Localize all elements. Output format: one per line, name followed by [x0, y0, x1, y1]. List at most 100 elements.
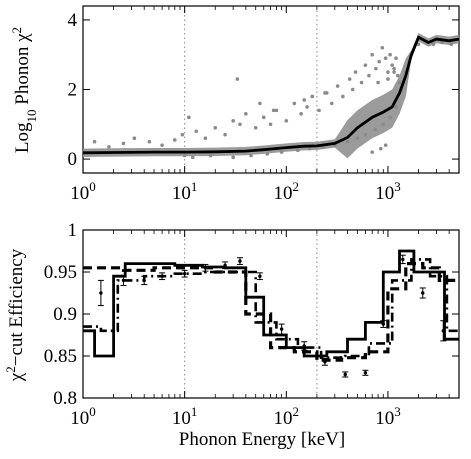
bot-xtick-label-3: 103 — [375, 404, 401, 429]
top-data-point — [440, 40, 444, 45]
top-data-point — [341, 94, 345, 99]
bottom-data-point — [323, 360, 327, 364]
bottom-data-point — [182, 271, 187, 276]
top-data-point — [261, 115, 266, 120]
top-trend-line — [82, 35, 460, 155]
top-xtick-label-1: 101 — [172, 179, 198, 204]
top-data-point — [296, 148, 300, 153]
top-data-point — [392, 66, 396, 71]
top-data-point — [317, 108, 321, 113]
top-data-point — [271, 108, 276, 113]
top-data-point — [305, 105, 309, 109]
top-data-point — [244, 112, 248, 116]
bottom-data-point — [343, 372, 347, 377]
top-data-point — [377, 59, 381, 64]
top-data-point — [335, 84, 340, 88]
bot-ytick-label-3: 0.95 — [44, 262, 77, 283]
top-data-point — [386, 77, 390, 81]
bot-xtick-label-0: 100 — [70, 404, 96, 429]
top-data-point — [203, 136, 208, 141]
top-data-point — [279, 150, 284, 154]
top-data-point — [253, 125, 258, 130]
bottom-reference-lines — [184, 230, 318, 398]
top-y-axis-title: Log10 Phonon χ2 — [9, 27, 39, 153]
top-data-point — [396, 73, 400, 78]
bot-ytick-label-1: 0.85 — [44, 346, 77, 367]
top-data-point — [394, 56, 398, 60]
top-data-point — [416, 42, 421, 47]
top-data-point — [370, 52, 375, 57]
top-data-point — [370, 150, 375, 154]
bottom-data-point — [223, 263, 227, 267]
top-data-point — [302, 98, 306, 102]
top-data-point — [359, 80, 364, 85]
top-data-point — [373, 127, 378, 132]
top-data-point — [265, 152, 270, 156]
top-data-point — [208, 153, 213, 158]
top-ytick-label-2: 4 — [68, 10, 78, 31]
bottom-series-lines — [83, 249, 459, 362]
top-data-point — [92, 139, 97, 144]
top-data-point — [390, 63, 394, 67]
top-data-point — [363, 132, 368, 137]
top-data-point — [380, 45, 385, 50]
top-xtick-label-2: 102 — [274, 179, 300, 204]
top-data-point — [431, 42, 436, 47]
bottom-solid-step-line — [83, 249, 459, 358]
top-data-point — [121, 141, 126, 146]
top-data-point — [107, 145, 111, 149]
top-data-point — [194, 129, 199, 134]
top-data-point — [397, 80, 402, 85]
top-xtick-label-0: 100 — [70, 179, 96, 204]
top-axis-ticks: 100 101 102 103 0 2 4 — [68, 6, 460, 204]
top-gray-band — [83, 33, 459, 159]
top-data-point — [268, 122, 273, 127]
top-ytick-label-0: 0 — [68, 149, 78, 170]
top-data-point — [378, 146, 383, 151]
top-data-point — [147, 139, 152, 144]
top-data-point — [258, 101, 262, 106]
bottom-data-point — [279, 327, 284, 331]
top-data-point — [238, 122, 242, 127]
top-data-point — [274, 108, 279, 113]
top-data-point — [383, 143, 388, 147]
bottom-dashed-step-line — [83, 262, 459, 362]
top-data-point — [324, 91, 329, 95]
bottom-data-point — [441, 329, 445, 333]
top-data-point — [394, 105, 398, 109]
top-data-point — [307, 146, 312, 151]
bottom-panel: 100 101 102 103 0.8 0.85 0.9 0.95 1 χ2−cut Effic… — [3, 220, 460, 450]
top-data-point — [160, 143, 164, 147]
top-data-point — [172, 138, 177, 142]
bottom-y-axis-title: χ2−cut Efficiency — [3, 248, 28, 382]
bottom-data-point — [302, 344, 306, 348]
top-data-point — [292, 101, 297, 106]
top-data-point — [353, 70, 358, 74]
top-series-lines — [82, 35, 460, 155]
bottom-data-point — [258, 274, 262, 278]
bottom-error-points — [97, 254, 447, 378]
top-data-point — [299, 112, 303, 116]
top-data-point — [449, 42, 454, 47]
bottom-data-point — [203, 266, 208, 270]
bot-ytick-label-0: 0.8 — [53, 388, 77, 409]
bot-ytick-label-2: 0.9 — [53, 304, 77, 325]
bot-ytick-label-4: 1 — [68, 220, 78, 241]
top-xtick-label-3: 103 — [375, 179, 401, 204]
bottom-axis-ticks: 100 101 102 103 0.8 0.85 0.9 0.95 1 — [44, 220, 460, 429]
top-data-point — [376, 80, 380, 85]
top-data-point — [231, 119, 235, 123]
top-reference-lines — [184, 6, 318, 173]
top-data-point — [386, 70, 390, 74]
top-data-point — [381, 122, 386, 127]
top-data-point — [284, 119, 289, 123]
bot-xtick-label-2: 102 — [274, 404, 300, 429]
bottom-data-point — [363, 371, 368, 375]
top-scatter-points — [83, 33, 459, 160]
top-data-point — [310, 94, 315, 99]
top-ytick-label-1: 2 — [68, 80, 78, 101]
bottom-data-point — [421, 291, 425, 295]
top-data-point — [347, 77, 352, 81]
bottom-data-point — [160, 274, 164, 278]
